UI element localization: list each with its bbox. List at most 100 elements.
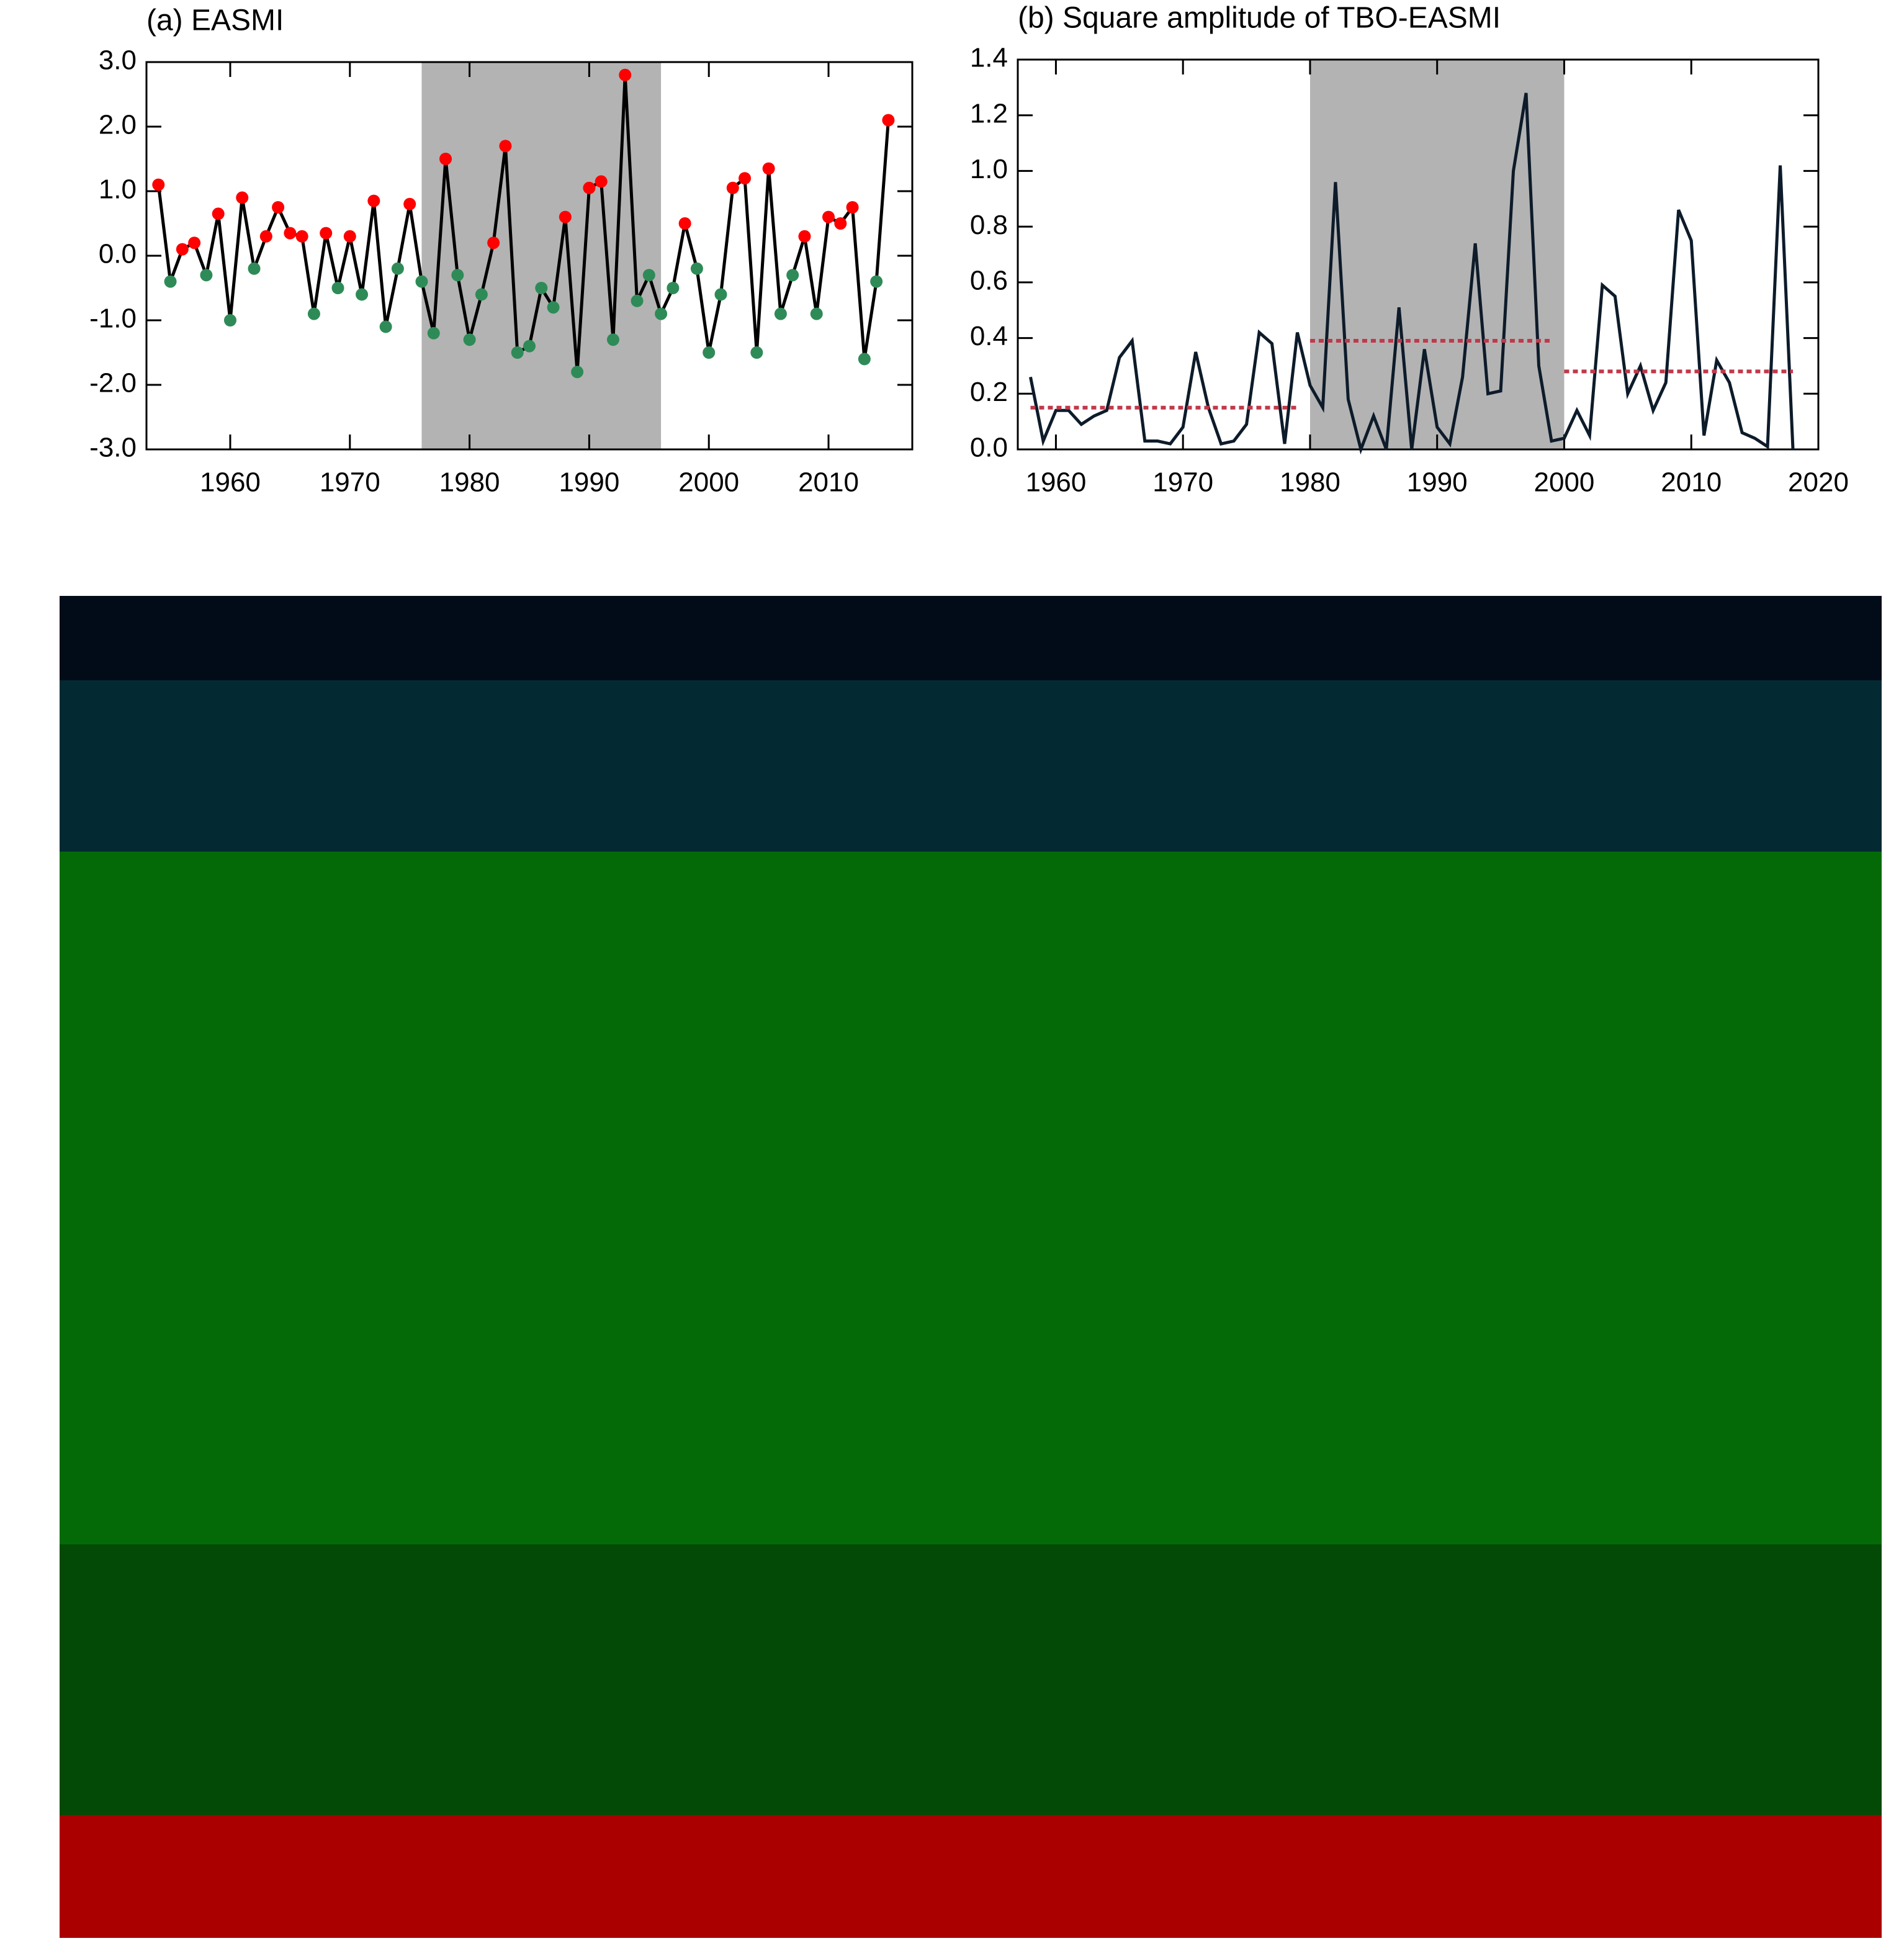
x-tick-label: 1990 [1407,467,1468,498]
map-panel-band [60,1544,1882,1817]
index-point [152,179,164,191]
page: {"chart_data": [ {"type": "stem", "title… [0,0,1904,1938]
index-point [403,198,416,210]
y-tick-label: 0.6 [970,265,1008,295]
index-point [679,217,691,230]
index-point [284,227,296,240]
index-point [439,153,452,165]
x-tick-label: 1980 [439,467,500,498]
map-panel [60,852,1882,1547]
shade-period [421,62,661,449]
y-tick-label: -3.0 [89,433,137,463]
index-point [811,308,823,320]
index-point [332,282,344,294]
index-point [834,217,846,230]
index-point [475,288,488,300]
y-tick-label: 2.0 [99,110,137,140]
index-point [499,140,511,152]
index-point [260,230,272,243]
index-point [822,211,835,223]
index-point [380,320,392,333]
index-point [763,163,775,175]
index-point [511,346,524,359]
y-tick-label: 1.0 [99,174,137,205]
index-point [296,230,308,243]
index-point [392,263,404,275]
index-point [236,191,248,204]
index-point [798,230,811,243]
index-point [607,333,619,346]
index-point [428,327,440,340]
chart-title: (b) Square amplitude of TBO-EASMI [1018,2,1501,35]
y-tick-label: 0.0 [99,239,137,269]
index-point [176,243,189,256]
x-tick-label: 2010 [798,467,859,498]
x-tick-label: 2000 [1534,467,1595,498]
index-point [667,282,679,294]
x-tick-label: 2010 [1661,467,1722,498]
index-point [786,269,799,281]
index-point [367,195,380,207]
y-tick-label: 0.0 [970,433,1008,463]
index-point [464,333,476,346]
index-point [212,207,225,220]
x-tick-label: 1960 [1025,467,1086,498]
index-point [619,69,631,81]
index-point [655,308,667,320]
index-point [487,236,500,249]
map-panel-band [60,680,1882,854]
index-point [308,308,320,320]
index-point [535,282,547,294]
index-point [164,276,177,288]
index-point [739,172,751,184]
index-point [224,314,236,327]
index-point [571,366,583,378]
index-point [344,230,356,243]
index-point [703,346,715,359]
index-point [775,308,787,320]
index-point [846,201,859,214]
x-tick-label: 2000 [678,467,739,498]
index-point [200,269,212,281]
y-tick-label: 0.8 [970,210,1008,240]
index-point [547,301,560,313]
index-point [750,346,763,359]
y-tick-label: -1.0 [89,304,137,334]
index-point [583,182,595,194]
index-point [523,340,536,353]
figure: (a) EASMI -3.0 -2.0 -1.0 0.0 1.0 2.0 3.0 1960 197… [0,0,1904,1938]
index-point [188,236,200,249]
index-point [559,211,572,223]
index-point [248,263,261,275]
y-tick-label: 1.2 [970,98,1008,128]
index-point [415,276,428,288]
chart-title: (a) EASMI [146,4,284,37]
index-point [631,295,644,307]
y-tick-label: 1.0 [970,154,1008,184]
index-point [691,263,703,275]
y-tick-label: 1.4 [970,43,1008,73]
index-point [882,114,894,127]
index-point [320,227,332,240]
x-tick-label: 1960 [200,467,261,498]
y-tick-label: 0.4 [970,321,1008,351]
index-point [272,201,284,214]
map-panel-footer [60,1815,1882,1938]
y-tick-label: 0.2 [970,377,1008,407]
x-tick-label: 2020 [1788,467,1849,498]
index-point [858,353,871,365]
x-tick-label: 1970 [320,467,380,498]
map-panel-header [60,596,1882,683]
index-point [715,288,727,300]
y-tick-label: 3.0 [99,45,137,76]
x-tick-label: 1980 [1280,467,1340,498]
index-point [356,288,368,300]
index-point [727,182,739,194]
y-tick-label: -2.0 [89,368,137,399]
index-point [643,269,655,281]
index-point [595,175,608,187]
x-tick-label: 1990 [559,467,619,498]
x-tick-label: 1970 [1152,467,1213,498]
index-point [870,276,882,288]
index-point [451,269,464,281]
